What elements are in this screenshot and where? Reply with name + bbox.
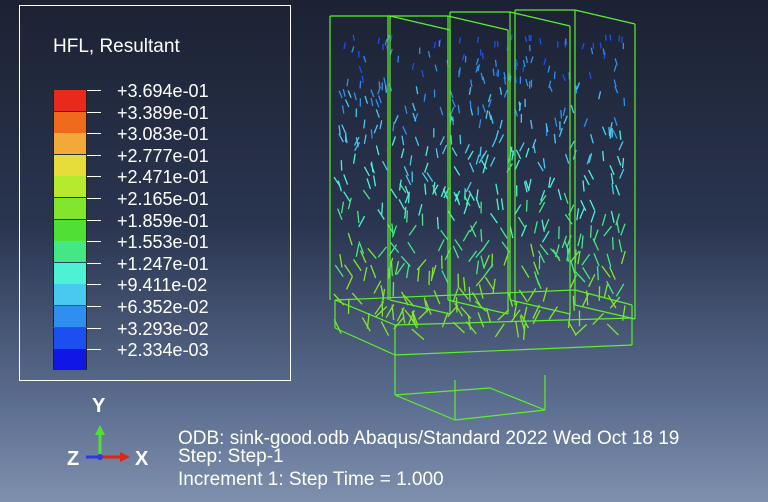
legend-box bbox=[19, 5, 291, 381]
legend-level-label: +2.777e-01 bbox=[117, 145, 209, 166]
axis-triad bbox=[86, 425, 130, 462]
legend-swatch bbox=[53, 176, 87, 198]
legend-tick bbox=[87, 154, 101, 156]
mesh-edges bbox=[329, 9, 636, 421]
legend-level-label: +3.694e-01 bbox=[117, 81, 209, 101]
legend-tick bbox=[87, 198, 101, 199]
legend-swatch bbox=[53, 262, 87, 284]
legend-level-label: +2.334e-03 bbox=[117, 340, 209, 361]
triad-x-label: X bbox=[135, 448, 149, 470]
legend-tick bbox=[87, 90, 101, 91]
legend-swatch bbox=[53, 241, 87, 263]
legend-swatch bbox=[53, 284, 87, 306]
legend-swatch bbox=[53, 306, 87, 327]
legend-level-label: +1.859e-01 bbox=[117, 210, 209, 231]
legend-tick bbox=[87, 133, 101, 135]
legend-tick bbox=[87, 284, 101, 286]
odb-info-line: ODB: sink-good.odb Abaqus/Standard 2022 … bbox=[178, 428, 680, 449]
legend-swatch bbox=[53, 111, 87, 133]
legend-level-label: +6.352e-02 bbox=[117, 297, 209, 317]
legend-title: HFL, Resultant bbox=[53, 36, 180, 57]
legend-tick bbox=[87, 262, 101, 264]
triad-z-label: Z bbox=[67, 448, 80, 470]
legend-level-label: +3.389e-01 bbox=[117, 102, 209, 123]
legend-tick bbox=[87, 241, 101, 243]
legend-level-label: +1.553e-01 bbox=[117, 232, 209, 253]
legend-swatch bbox=[53, 198, 87, 219]
legend-swatch bbox=[53, 154, 87, 176]
legend-tick bbox=[87, 306, 101, 307]
legend-level-label: +2.165e-01 bbox=[117, 189, 209, 209]
legend-level-label: +3.293e-02 bbox=[117, 318, 209, 339]
legend-tick bbox=[87, 219, 101, 221]
legend-tick bbox=[87, 176, 101, 178]
legend-tick bbox=[87, 349, 101, 351]
legend-level-label: +2.471e-01 bbox=[117, 167, 209, 188]
legend-swatch bbox=[53, 90, 87, 111]
increment-info-line: Increment 1: Step Time = 1.000 bbox=[178, 469, 444, 490]
legend-level-label: +9.411e-02 bbox=[117, 275, 208, 296]
triad-y-label: Y bbox=[92, 395, 106, 417]
legend-swatch bbox=[53, 133, 87, 155]
legend-swatch bbox=[53, 349, 87, 371]
legend-level-label: +1.247e-01 bbox=[117, 253, 209, 274]
legend-tick bbox=[87, 111, 101, 113]
legend-swatch bbox=[53, 219, 87, 241]
legend-level-label: +3.083e-01 bbox=[117, 124, 209, 145]
step-info-line: Step: Step-1 bbox=[178, 446, 284, 467]
legend-tick bbox=[87, 327, 101, 329]
legend-swatch bbox=[53, 327, 87, 349]
